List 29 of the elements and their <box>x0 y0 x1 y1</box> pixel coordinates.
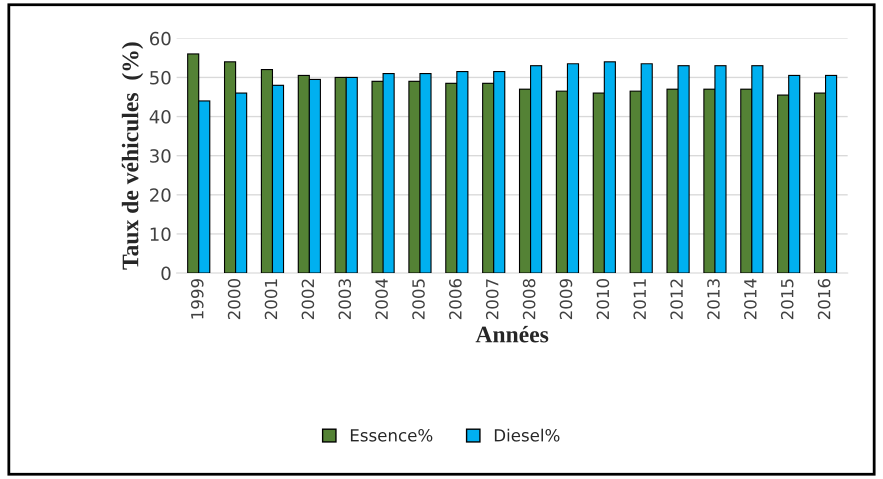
x-tick-label: 2002 <box>302 280 314 320</box>
y-tick-label: 20 <box>150 188 171 202</box>
x-tick-label: 2004 <box>375 278 388 320</box>
x-tick-label: 2016 <box>818 278 830 320</box>
y-tick-label: 60 <box>150 32 171 46</box>
x-tick-label: 2011 <box>633 279 646 320</box>
y-tick-label: 10 <box>150 227 171 242</box>
x-axis-title: Années <box>476 326 548 342</box>
x-tick-label: 1999 <box>190 279 204 318</box>
y-axis-title: Taux de véhicules (%) <box>122 42 144 270</box>
y-tick-label: 30 <box>150 149 171 163</box>
x-tick-label: 2013 <box>707 279 720 320</box>
x-tick-label: 2012 <box>670 280 683 320</box>
x-tick-label: 2008 <box>522 279 536 320</box>
x-tick-label: 2000 <box>228 279 240 320</box>
y-tick-label: 40 <box>150 110 171 124</box>
y-tick-label: 50 <box>150 70 171 85</box>
legend-label: Essence% <box>350 429 432 442</box>
x-tick-label: 2009 <box>560 279 572 320</box>
x-tick-label: 2015 <box>780 279 794 320</box>
x-tick-label: 2001 <box>264 279 278 320</box>
y-tick-label: 0 <box>161 266 171 280</box>
x-tick-label: 2003 <box>338 279 352 320</box>
x-tick-label: 2014 <box>744 278 757 320</box>
x-tick-label: 2005 <box>412 279 425 320</box>
legend-label: Diesel% <box>494 428 560 442</box>
x-tick-label: 2006 <box>449 278 462 320</box>
x-tick-label: 2010 <box>596 279 610 320</box>
x-tick-label: 2007 <box>486 279 499 320</box>
